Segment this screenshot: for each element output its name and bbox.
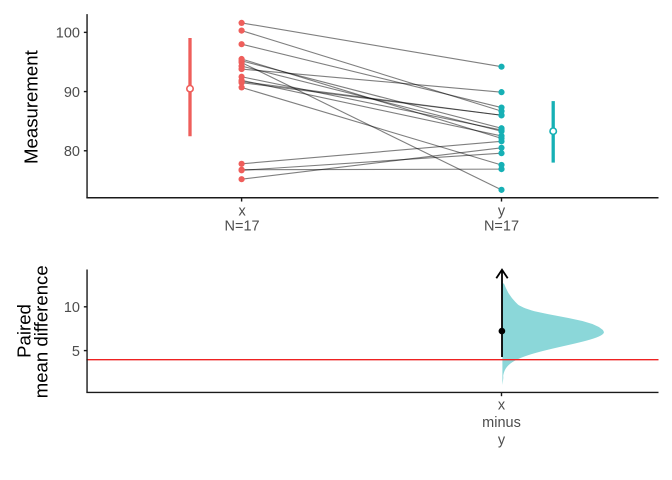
svg-text:x: x bbox=[498, 398, 506, 414]
svg-text:y: y bbox=[498, 204, 506, 220]
svg-text:90: 90 bbox=[64, 85, 80, 101]
svg-text:Paired: Paired bbox=[14, 304, 35, 358]
svg-text:y: y bbox=[498, 433, 506, 449]
svg-text:minus: minus bbox=[482, 415, 521, 431]
svg-text:N=17: N=17 bbox=[225, 219, 260, 235]
svg-text:x: x bbox=[238, 204, 246, 220]
svg-text:N=17: N=17 bbox=[484, 219, 519, 235]
svg-text:100: 100 bbox=[56, 26, 80, 42]
svg-text:5: 5 bbox=[72, 344, 80, 360]
svg-text:80: 80 bbox=[64, 144, 80, 160]
svg-text:10: 10 bbox=[64, 300, 80, 316]
svg-text:mean difference: mean difference bbox=[31, 265, 52, 398]
svg-text:Measurement: Measurement bbox=[21, 49, 42, 164]
